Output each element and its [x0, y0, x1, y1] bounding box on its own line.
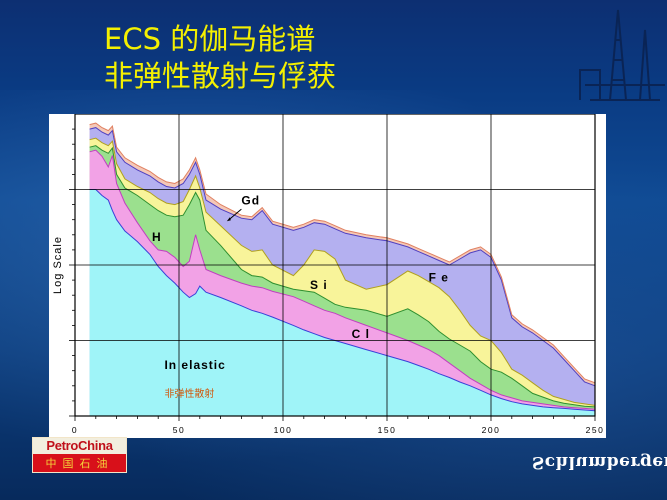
- slide-title-line-2: 非弹性散射与俘获: [104, 59, 337, 93]
- line-h: [89, 149, 596, 410]
- gamma-spectrum-chart: 0 50 100 150 200 250 Log Scale Gd H S i F e C l In e…: [49, 114, 606, 438]
- y-axis-label: Log Scale: [52, 236, 64, 294]
- chart-svg: 0 50 100 150 200 250 Log Scale Gd H S i F e C l In e…: [52, 114, 605, 435]
- label-fe: F e: [429, 271, 449, 285]
- logo-top-text: PetroChina: [33, 438, 126, 454]
- schlumberger-logo: Schlumberger: [532, 452, 667, 472]
- label-gd: Gd: [241, 194, 260, 208]
- line-fe: [89, 127, 596, 387]
- x-tick-label: 200: [482, 425, 501, 435]
- line-si: [89, 137, 596, 406]
- area-inelastic: [89, 189, 595, 416]
- slide-title-line-1: ECS 的伽马能谱: [104, 22, 316, 56]
- label-si: S i: [310, 278, 328, 292]
- line-cl: [89, 145, 596, 408]
- oil-rig-graphic: [579, 9, 665, 101]
- x-tick-label: 250: [586, 425, 605, 435]
- label-inelastic-cn: 非弹性散射: [164, 387, 214, 400]
- line-gd: [89, 122, 596, 384]
- petrochina-logo: PetroChina 中国石油: [32, 437, 127, 473]
- gd-arrow-head: [226, 217, 231, 222]
- x-tick-label: 50: [173, 425, 185, 435]
- logo-bottom-text: 中国石油: [45, 457, 114, 470]
- gd-arrow-line: [228, 208, 242, 221]
- x-tick-label: 150: [378, 425, 397, 435]
- label-cl: C l: [352, 327, 370, 341]
- label-inelastic: In elastic: [164, 358, 225, 372]
- line-inelastic: [89, 189, 596, 412]
- label-h: H: [152, 230, 162, 244]
- x-tick-label: 100: [274, 425, 293, 435]
- x-tick-label: 0: [72, 425, 78, 435]
